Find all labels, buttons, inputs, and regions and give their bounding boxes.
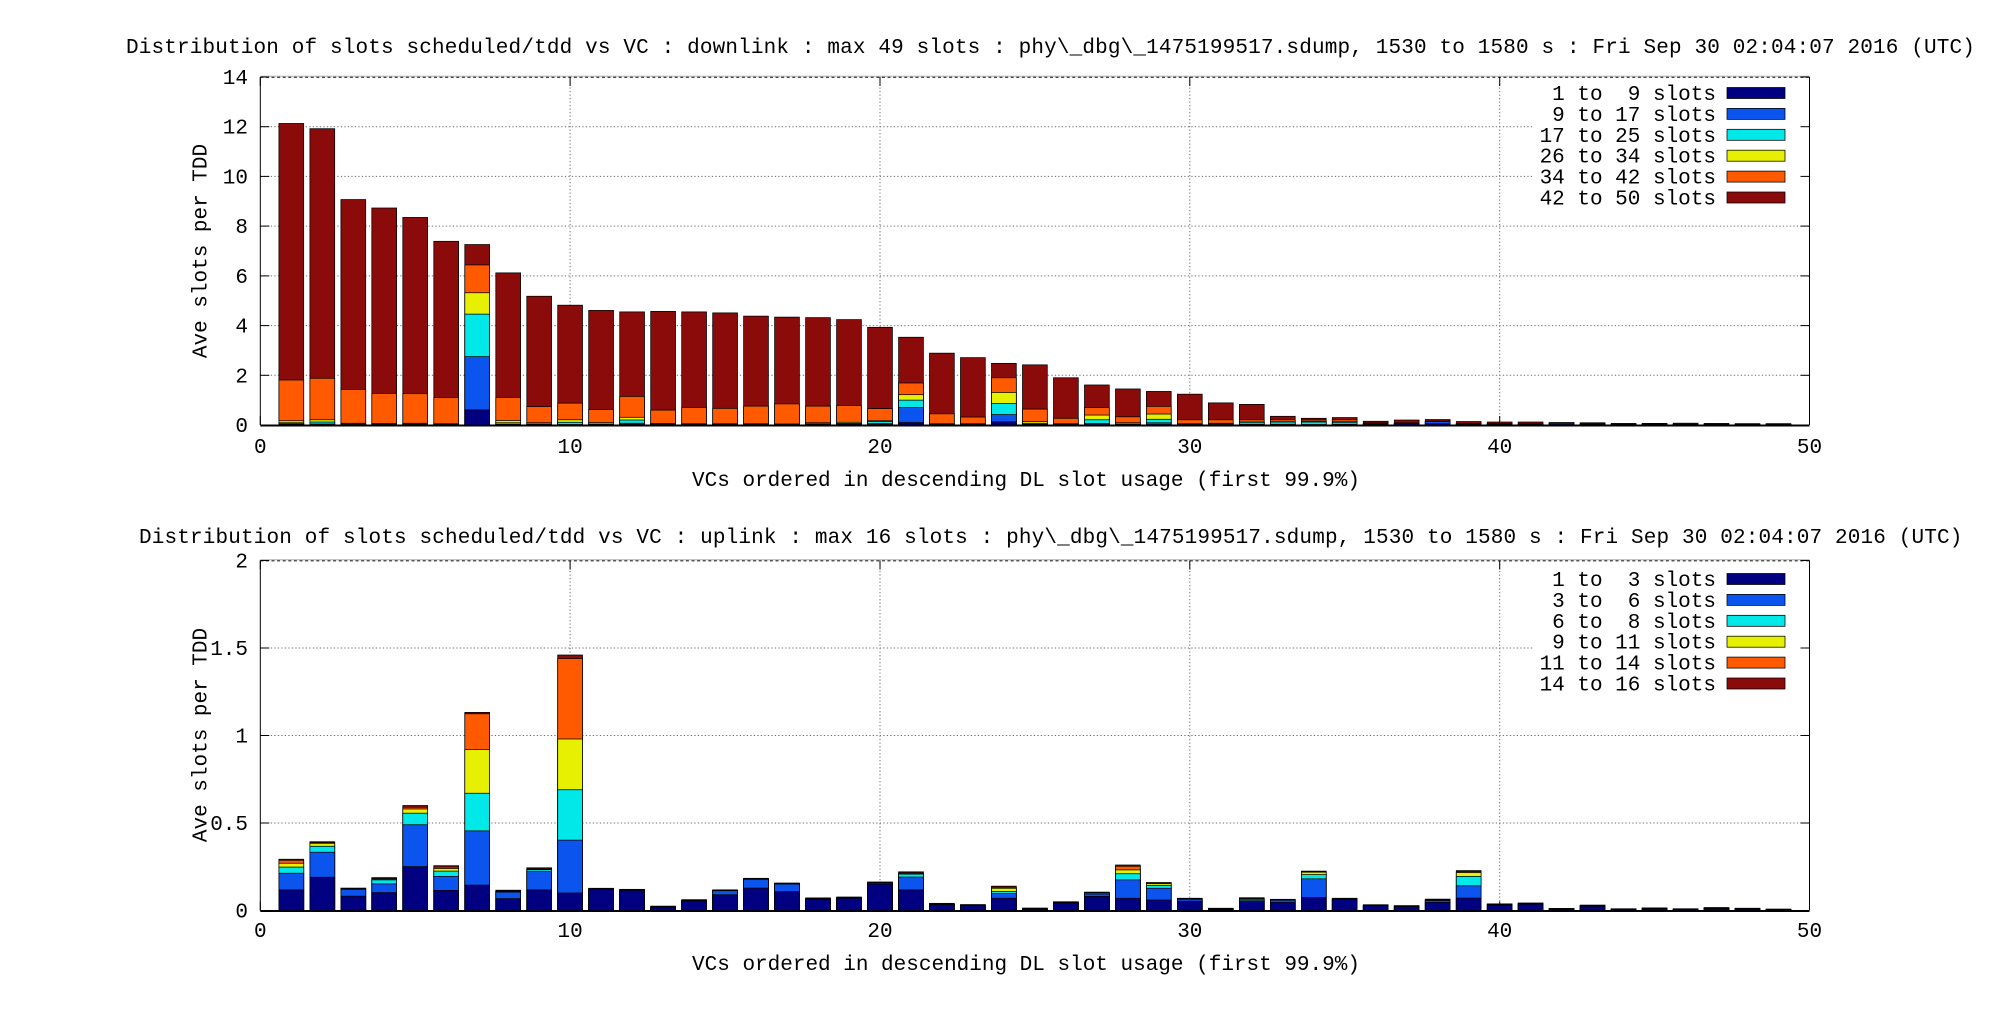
svg-text:Distribution of slots schedule: Distribution of slots scheduled/tdd vs V… — [126, 37, 1975, 60]
svg-text:8: 8 — [235, 217, 248, 240]
svg-text:1: 1 — [235, 727, 248, 750]
svg-text:50: 50 — [1797, 921, 1822, 944]
svg-text:10: 10 — [557, 921, 582, 944]
svg-text:11 to 14 slots: 11 to 14 slots — [1540, 654, 1716, 677]
svg-text:17 to 25 slots: 17 to 25 slots — [1540, 126, 1716, 149]
svg-text:10: 10 — [223, 167, 248, 190]
svg-text:10: 10 — [557, 437, 582, 460]
svg-text:2: 2 — [235, 366, 248, 389]
svg-text:9 to 17 slots: 9 to 17 slots — [1540, 105, 1716, 128]
svg-text:30: 30 — [1177, 437, 1202, 460]
svg-text:9 to 11 slots: 9 to 11 slots — [1540, 633, 1716, 656]
svg-text:1 to 3 slots: 1 to 3 slots — [1540, 570, 1716, 593]
svg-text:0: 0 — [254, 921, 267, 944]
svg-text:6: 6 — [235, 267, 248, 290]
svg-text:1.5: 1.5 — [210, 639, 248, 662]
svg-text:2: 2 — [235, 552, 248, 575]
svg-text:30: 30 — [1177, 921, 1202, 944]
svg-text:1 to 9 slots: 1 to 9 slots — [1540, 84, 1716, 107]
svg-text:3 to 6 slots: 3 to 6 slots — [1540, 591, 1716, 614]
svg-text:14 to 16 slots: 14 to 16 slots — [1540, 675, 1716, 698]
svg-text:Distribution of slots schedule: Distribution of slots scheduled/tdd vs V… — [139, 527, 1963, 550]
svg-text:VCs ordered in descending DL s: VCs ordered in descending DL slot usage … — [692, 954, 1360, 977]
svg-text:12: 12 — [223, 118, 248, 141]
svg-text:VCs ordered in descending DL s: VCs ordered in descending DL slot usage … — [692, 470, 1360, 493]
svg-text:6 to 8 slots: 6 to 8 slots — [1540, 612, 1716, 635]
svg-text:34 to 42 slots: 34 to 42 slots — [1540, 168, 1716, 191]
svg-text:0: 0 — [254, 437, 267, 460]
svg-text:20: 20 — [867, 921, 892, 944]
svg-text:40: 40 — [1487, 921, 1512, 944]
svg-text:0: 0 — [235, 902, 248, 925]
svg-text:Ave slots per TDD: Ave slots per TDD — [191, 144, 214, 358]
svg-text:0.5: 0.5 — [210, 814, 248, 837]
svg-text:40: 40 — [1487, 437, 1512, 460]
svg-text:50: 50 — [1797, 437, 1822, 460]
svg-text:4: 4 — [235, 317, 248, 340]
svg-text:26 to 34 slots: 26 to 34 slots — [1540, 147, 1716, 170]
svg-text:14: 14 — [223, 68, 248, 91]
svg-text:Ave slots per TDD: Ave slots per TDD — [191, 628, 214, 842]
svg-text:0: 0 — [235, 416, 248, 439]
svg-text:42 to 50 slots: 42 to 50 slots — [1540, 189, 1716, 212]
svg-text:20: 20 — [867, 437, 892, 460]
